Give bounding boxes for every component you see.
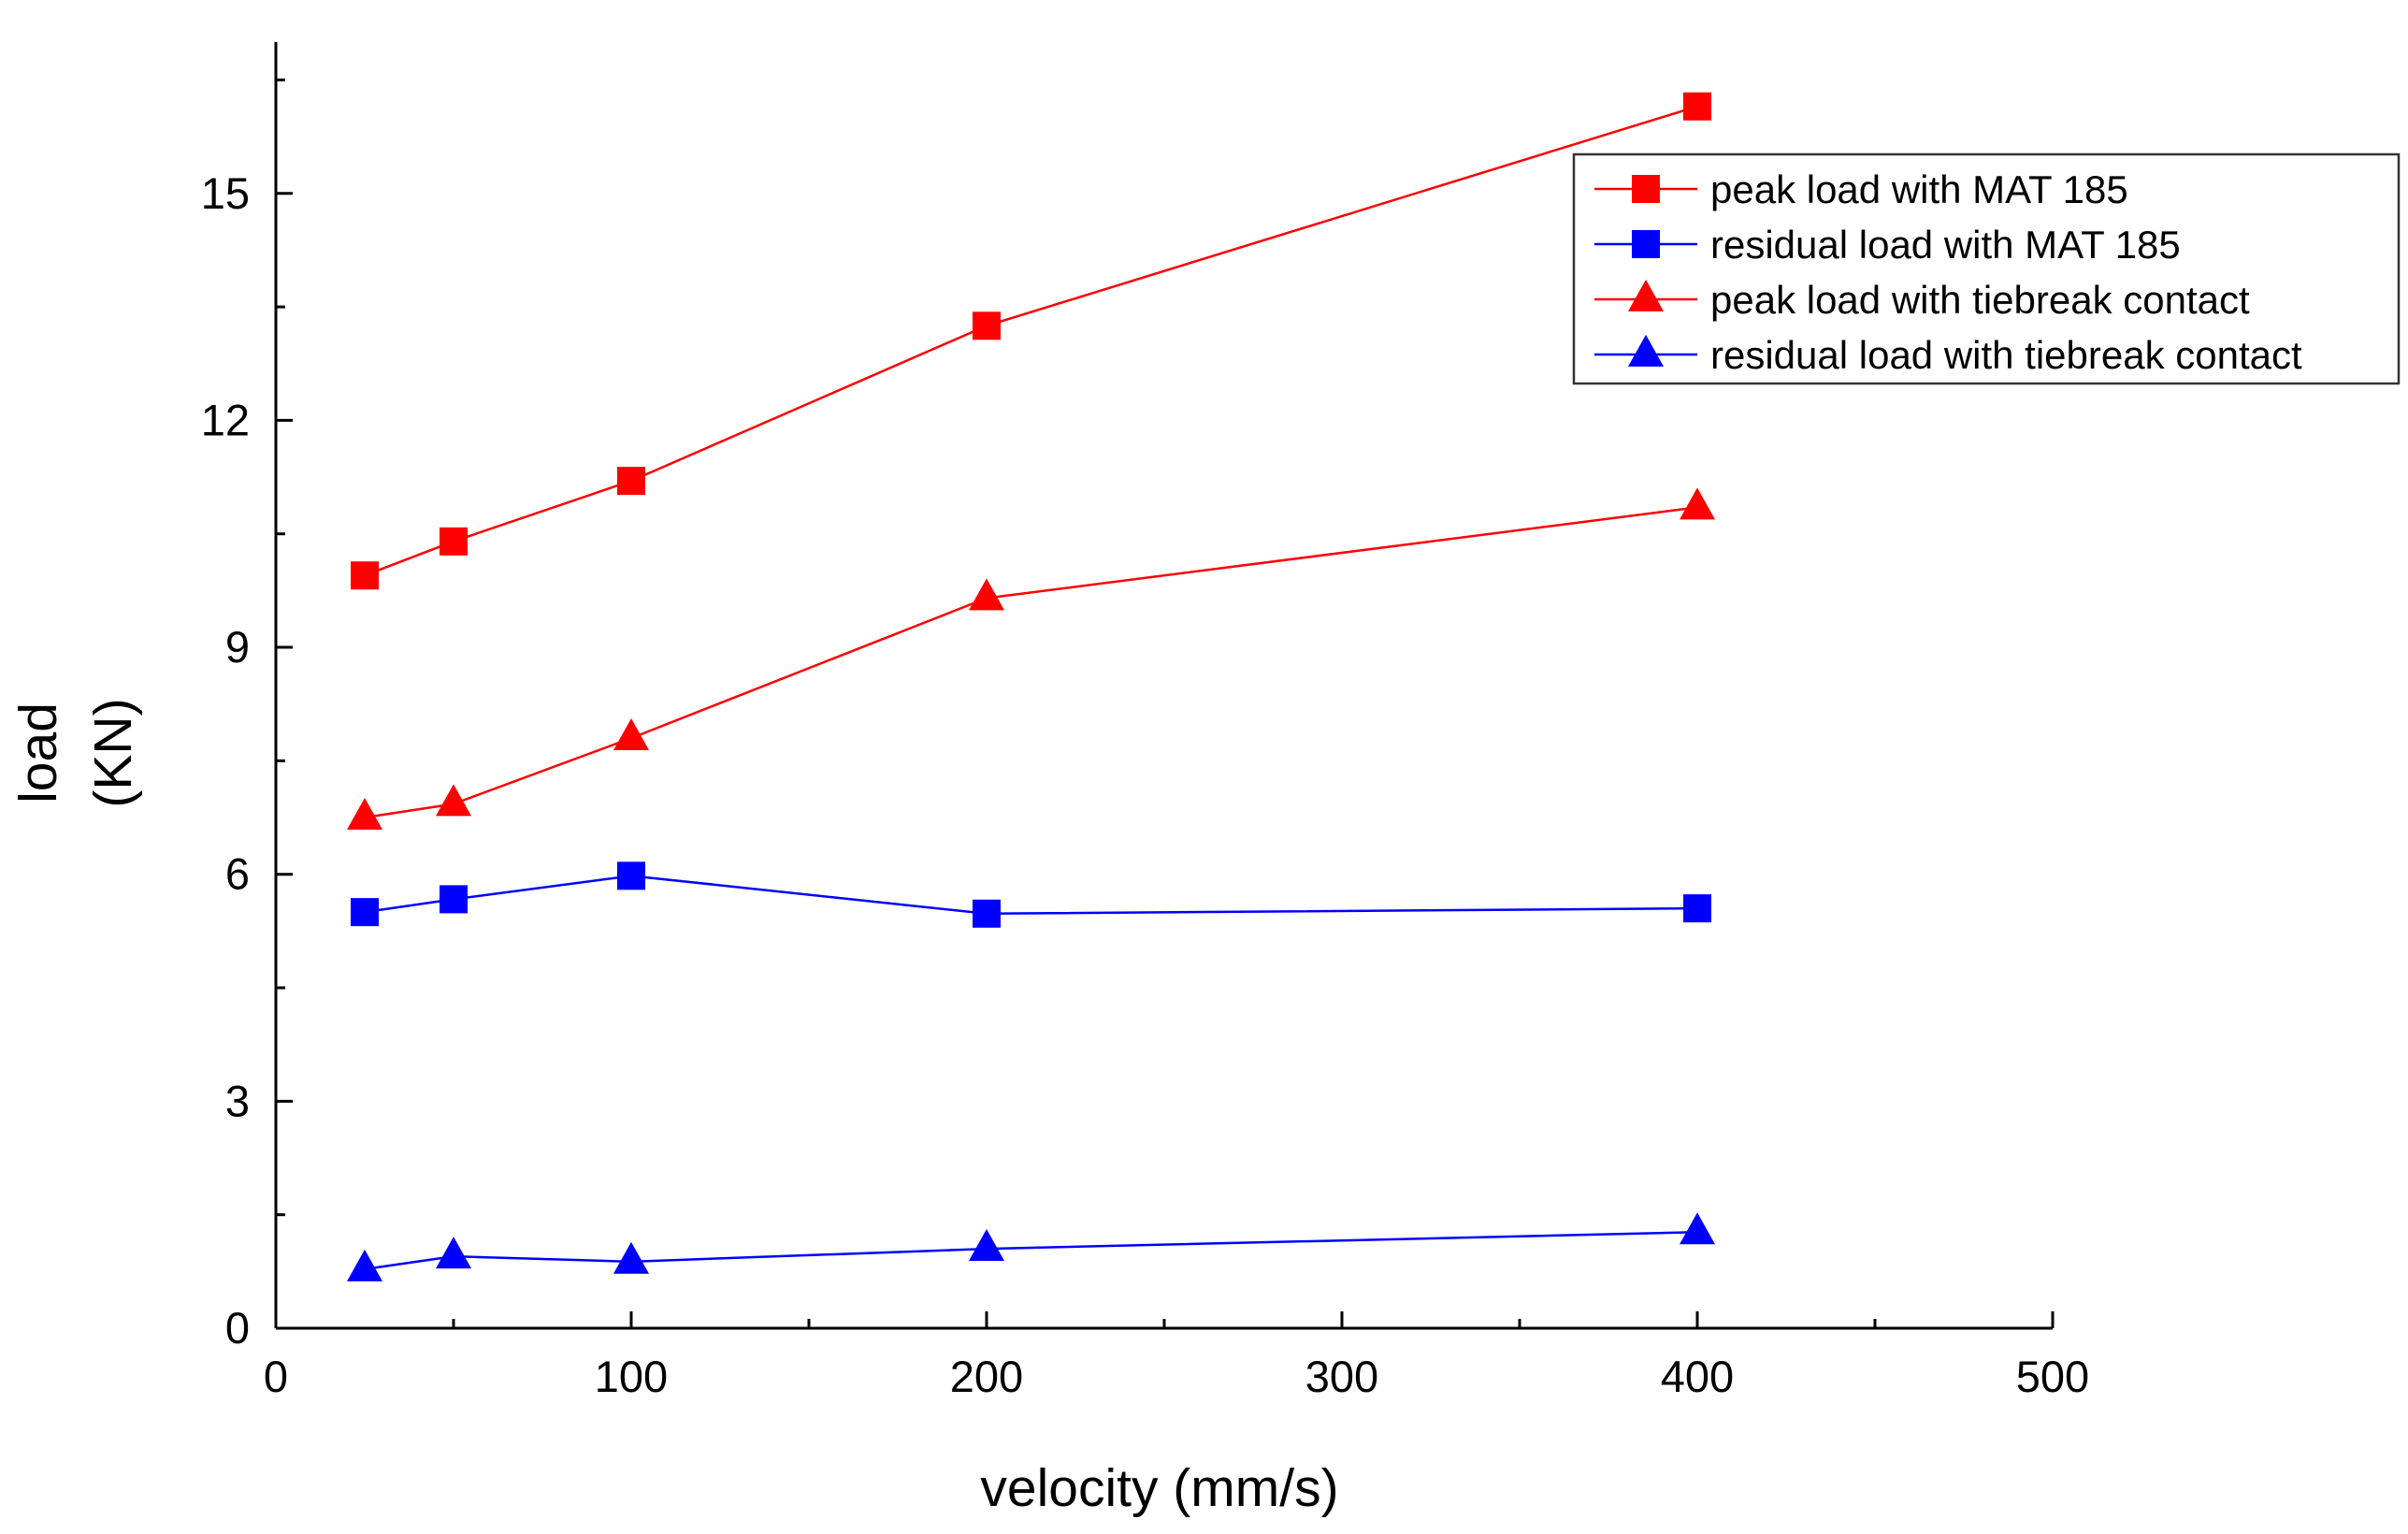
x-tick-label: 0 [264,1352,288,1401]
data-point [440,885,468,914]
data-point [436,1237,471,1269]
y-tick-label: 9 [225,622,250,672]
data-point [351,561,379,590]
y-tick-label: 6 [225,849,250,899]
legend-item: residual load with MAT 185 [1594,223,2181,267]
legend-item: peak load with tiebreak contact [1594,278,2250,322]
legend-item: residual load with tiebreak contact [1594,333,2302,377]
series-3 [347,487,1715,830]
data-point [973,899,1001,928]
y-axis-label-line1: load [8,702,68,803]
y-axis-label-line2: (KN) [83,698,143,807]
data-point [969,1228,1004,1261]
data-point [347,1249,382,1281]
y-tick-label: 12 [201,395,250,444]
x-tick-label: 200 [950,1352,1023,1401]
legend-box [1572,152,2401,385]
legend-label: peak load with tiebreak contact [1710,278,2250,322]
series-1 [351,92,1711,590]
y-tick-label: 0 [225,1303,250,1353]
data-point [613,1241,649,1274]
x-tick-label: 300 [1305,1352,1378,1401]
data-point [347,797,382,830]
x-tick-label: 500 [2016,1352,2089,1401]
legend-marker [1632,175,1660,203]
axes: 0 100 200 300 400 500 0 3 6 9 12 15 [201,42,2089,1401]
y-axis-label: load (KN) [8,698,143,807]
data-point [1680,487,1715,520]
x-tick-label: 100 [595,1352,668,1401]
legend-marker [1628,334,1664,367]
data-point [1680,1212,1715,1245]
data-point [1683,894,1711,923]
series-line [364,506,1698,819]
legend: peak load with MAT 185 residual load with… [1572,152,2401,385]
series-line [364,875,1698,916]
y-tick-label: 15 [201,168,250,218]
data-point [969,578,1004,611]
data-point [440,527,468,556]
data-point [351,898,379,927]
y-tick-label: 3 [225,1076,250,1125]
data-point [617,467,645,496]
series-line [364,105,1698,577]
data-point [1683,92,1711,121]
data-point [436,784,471,817]
x-tick-label: 400 [1661,1352,1734,1401]
series-group [347,92,1715,1281]
x-axis-label: velocity (mm/s) [980,1458,1338,1518]
legend-marker [1632,230,1660,258]
legend-label: peak load with MAT 185 [1710,167,2128,211]
series-line [364,1231,1698,1271]
series-4 [347,1212,1715,1281]
data-point [613,718,649,751]
data-point [617,861,645,890]
legend-item: peak load with MAT 185 [1594,167,2128,211]
legend-marker [1628,279,1664,311]
legend-label: residual load with MAT 185 [1710,223,2181,267]
legend-label: residual load with tiebreak contact [1710,333,2302,377]
series-2 [351,861,1711,928]
data-point [973,311,1001,340]
